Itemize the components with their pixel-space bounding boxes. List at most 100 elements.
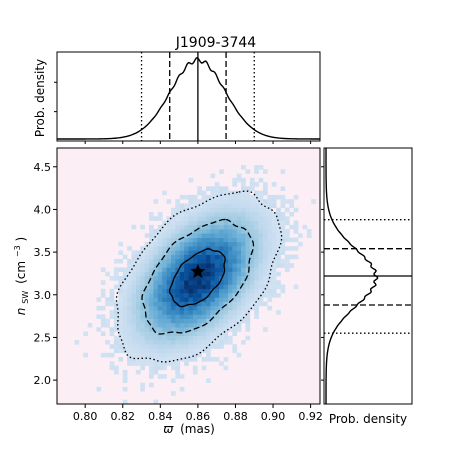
heatmap-cell [162,250,167,255]
heatmap-cell [140,284,145,290]
heatmap-cell [219,229,224,234]
heatmap-cell [254,233,259,238]
heatmap-cell [184,263,189,268]
heatmap-cell [192,207,198,213]
heatmap-cell [127,327,132,332]
heatmap-cell [118,280,124,285]
heatmap-cell [197,258,202,264]
heatmap-cell [149,233,154,238]
heatmap-cell [210,186,216,191]
heatmap-cell [223,203,229,209]
heatmap-cell [184,335,189,341]
heatmap-cell [96,297,102,302]
x-tick-label: 0.92 [298,410,323,423]
heatmap-cell [179,203,185,209]
heatmap-cell [210,327,216,332]
heatmap-cell [254,165,259,170]
heatmap-cell [131,348,137,354]
heatmap-cell [157,241,163,247]
heatmap-cell [254,284,259,290]
heatmap-cell [263,258,268,264]
heatmap-cell [271,203,277,209]
heatmap-cell [236,199,242,204]
heatmap-cell [127,318,132,324]
heatmap-cell [245,207,251,213]
heatmap-cell [113,258,119,264]
heatmap-cell [267,199,273,204]
heatmap-cell [241,186,246,191]
heatmap-cell [166,335,172,341]
heatmap-cell [149,267,154,273]
heatmap-cell [280,237,286,243]
heatmap-cell [206,241,211,247]
heatmap-cell [241,305,246,311]
heatmap-cell [232,310,238,315]
heatmap-cell [214,258,220,264]
heatmap-cell [245,271,251,277]
heatmap-cell [162,267,167,273]
heatmap-cell [258,177,264,183]
heatmap-cell [153,361,159,366]
heatmap-cell [271,276,277,281]
heatmap-cell [254,224,259,230]
heatmap-cell [175,216,181,221]
heatmap-cell [179,271,185,277]
heatmap-cell [144,357,150,362]
heatmap-cell [210,190,216,196]
heatmap-cell [188,305,194,311]
y-axis-label-subscript: SW [21,291,30,304]
heatmap-cell [149,212,154,217]
heatmap-cell [166,327,172,332]
heatmap-cell [258,190,264,196]
heatmap-cell [201,224,207,230]
heatmap-cell [267,263,273,268]
heatmap-cell [144,254,150,260]
heatmap-cell [192,305,198,311]
heatmap-cell [113,318,119,324]
heatmap-cell [206,357,211,362]
contour-1sigma [168,248,226,308]
heatmap-cell [258,207,264,213]
heatmap-cell [131,322,137,328]
heatmap-cell [140,382,145,388]
heatmap-cell [170,246,176,251]
heatmap-cell [254,254,259,260]
heatmap-cell [245,186,251,191]
y-axis-label-close: ) [14,237,28,242]
heatmap-cell [184,293,189,298]
heatmap-cell [201,229,207,234]
heatmap-cell [175,288,181,294]
heatmap-cell [206,250,211,255]
heatmap-cell [236,263,242,268]
heatmap-cell [162,305,167,311]
heatmap-cell [214,203,220,209]
heatmap-cell [153,301,159,307]
heatmap-cell [232,216,238,221]
heatmap-cell [280,186,286,191]
heatmap-cell [245,267,251,273]
heatmap-cell [245,224,251,230]
heatmap-cell [206,276,211,281]
heatmap-cell [245,250,251,255]
heatmap-cell [223,224,229,230]
heatmap-cell [214,322,220,328]
heatmap-cell [166,267,172,273]
heatmap-cell [192,322,198,328]
heatmap-cell [135,284,141,290]
heatmap-cell [179,250,185,255]
heatmap-cell [109,331,115,337]
heatmap-cell [118,340,124,345]
heatmap-cell [157,224,163,230]
heatmap-cell [175,250,181,255]
heatmap-cell [206,199,211,204]
heatmap-cell [227,220,233,226]
heatmap-cell [201,241,207,247]
x-tick-label: 0.88 [223,410,248,423]
heatmap-cell [223,327,229,332]
heatmap-cell [254,250,259,255]
heatmap-cell [197,288,202,294]
heatmap-cell [127,271,132,277]
heatmap-cell [254,216,259,221]
heatmap-cell [223,340,229,345]
heatmap-cell [223,194,229,200]
